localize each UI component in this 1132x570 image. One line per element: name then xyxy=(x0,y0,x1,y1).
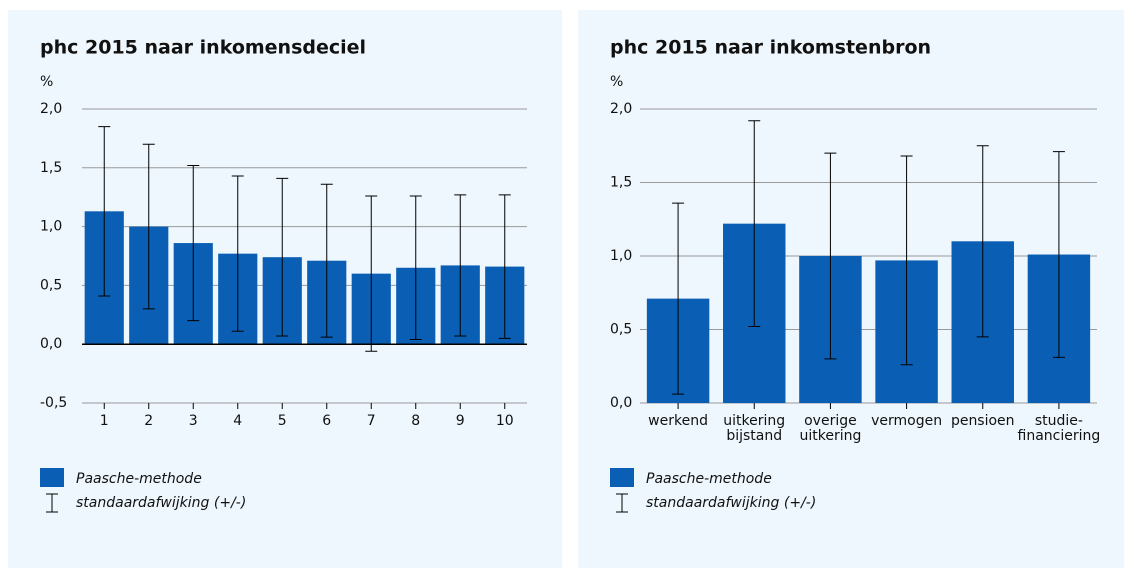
x-tick-label: financiering xyxy=(1018,428,1101,444)
x-tick-label: 6 xyxy=(322,413,331,429)
error-bar xyxy=(454,194,467,337)
y-tick-label: 1,0 xyxy=(40,219,62,235)
x-tick-label: studie- xyxy=(1035,413,1083,429)
chart-title: phc 2015 naar inkomensdeciel xyxy=(40,37,366,59)
x-tick-label: werkend xyxy=(648,413,708,429)
x-tick-label: overige xyxy=(804,413,857,429)
y-axis-label: % xyxy=(40,74,53,90)
x-tick-label: bijstand xyxy=(726,428,782,444)
y-tick-label: 1,5 xyxy=(40,160,62,176)
y-tick-label: -0,5 xyxy=(40,395,67,411)
x-tick-label: 9 xyxy=(456,413,465,429)
error-bar xyxy=(748,120,761,328)
y-tick-label: 1,5 xyxy=(610,175,632,191)
legend-label: Paasche-methode xyxy=(76,471,202,487)
legend-swatch xyxy=(610,468,634,487)
x-tick-label: 4 xyxy=(233,413,242,429)
legend-error-icon xyxy=(46,493,58,513)
y-tick-label: 0,0 xyxy=(40,336,62,352)
x-tick-label: 1 xyxy=(100,413,109,429)
x-tick-label: 5 xyxy=(278,413,287,429)
x-tick-label: 3 xyxy=(189,413,198,429)
error-bar xyxy=(1052,151,1065,358)
legend-label: standaardafwijking (+/-) xyxy=(646,495,816,511)
chart-title: phc 2015 naar inkomstenbron xyxy=(610,37,931,59)
error-bar xyxy=(824,152,837,360)
error-bar xyxy=(98,126,111,297)
legend-label: Paasche-methode xyxy=(646,471,772,487)
legend-error-icon xyxy=(616,493,628,513)
y-tick-label: 0,5 xyxy=(610,322,632,338)
x-tick-label: vermogen xyxy=(871,413,942,429)
x-tick-label: uitkering xyxy=(723,413,785,429)
error-bar xyxy=(276,177,289,337)
y-tick-label: 2,0 xyxy=(40,101,62,117)
x-tick-label: uitkering xyxy=(799,428,861,444)
x-tick-label: 7 xyxy=(367,413,376,429)
x-tick-label: 10 xyxy=(496,413,514,429)
error-bar xyxy=(231,175,244,332)
legend-swatch xyxy=(40,468,64,487)
error-bar xyxy=(672,202,685,395)
error-bar xyxy=(187,164,200,322)
y-tick-label: 0,5 xyxy=(40,277,62,293)
x-tick-label: 2 xyxy=(144,413,153,429)
legend-label: standaardafwijking (+/-) xyxy=(76,495,246,511)
error-bar xyxy=(498,194,511,339)
error-bar xyxy=(365,195,378,352)
y-axis-label: % xyxy=(610,74,623,90)
x-tick-label: pensioen xyxy=(951,413,1015,429)
error-bar xyxy=(320,183,333,338)
error-bar xyxy=(142,143,155,310)
error-bar xyxy=(976,145,989,338)
error-bar xyxy=(409,195,422,340)
error-bar xyxy=(900,155,913,366)
x-tick-label: 8 xyxy=(411,413,420,429)
y-tick-label: 1,0 xyxy=(610,248,632,264)
y-tick-label: 0,0 xyxy=(610,395,632,411)
y-tick-label: 2,0 xyxy=(610,101,632,117)
